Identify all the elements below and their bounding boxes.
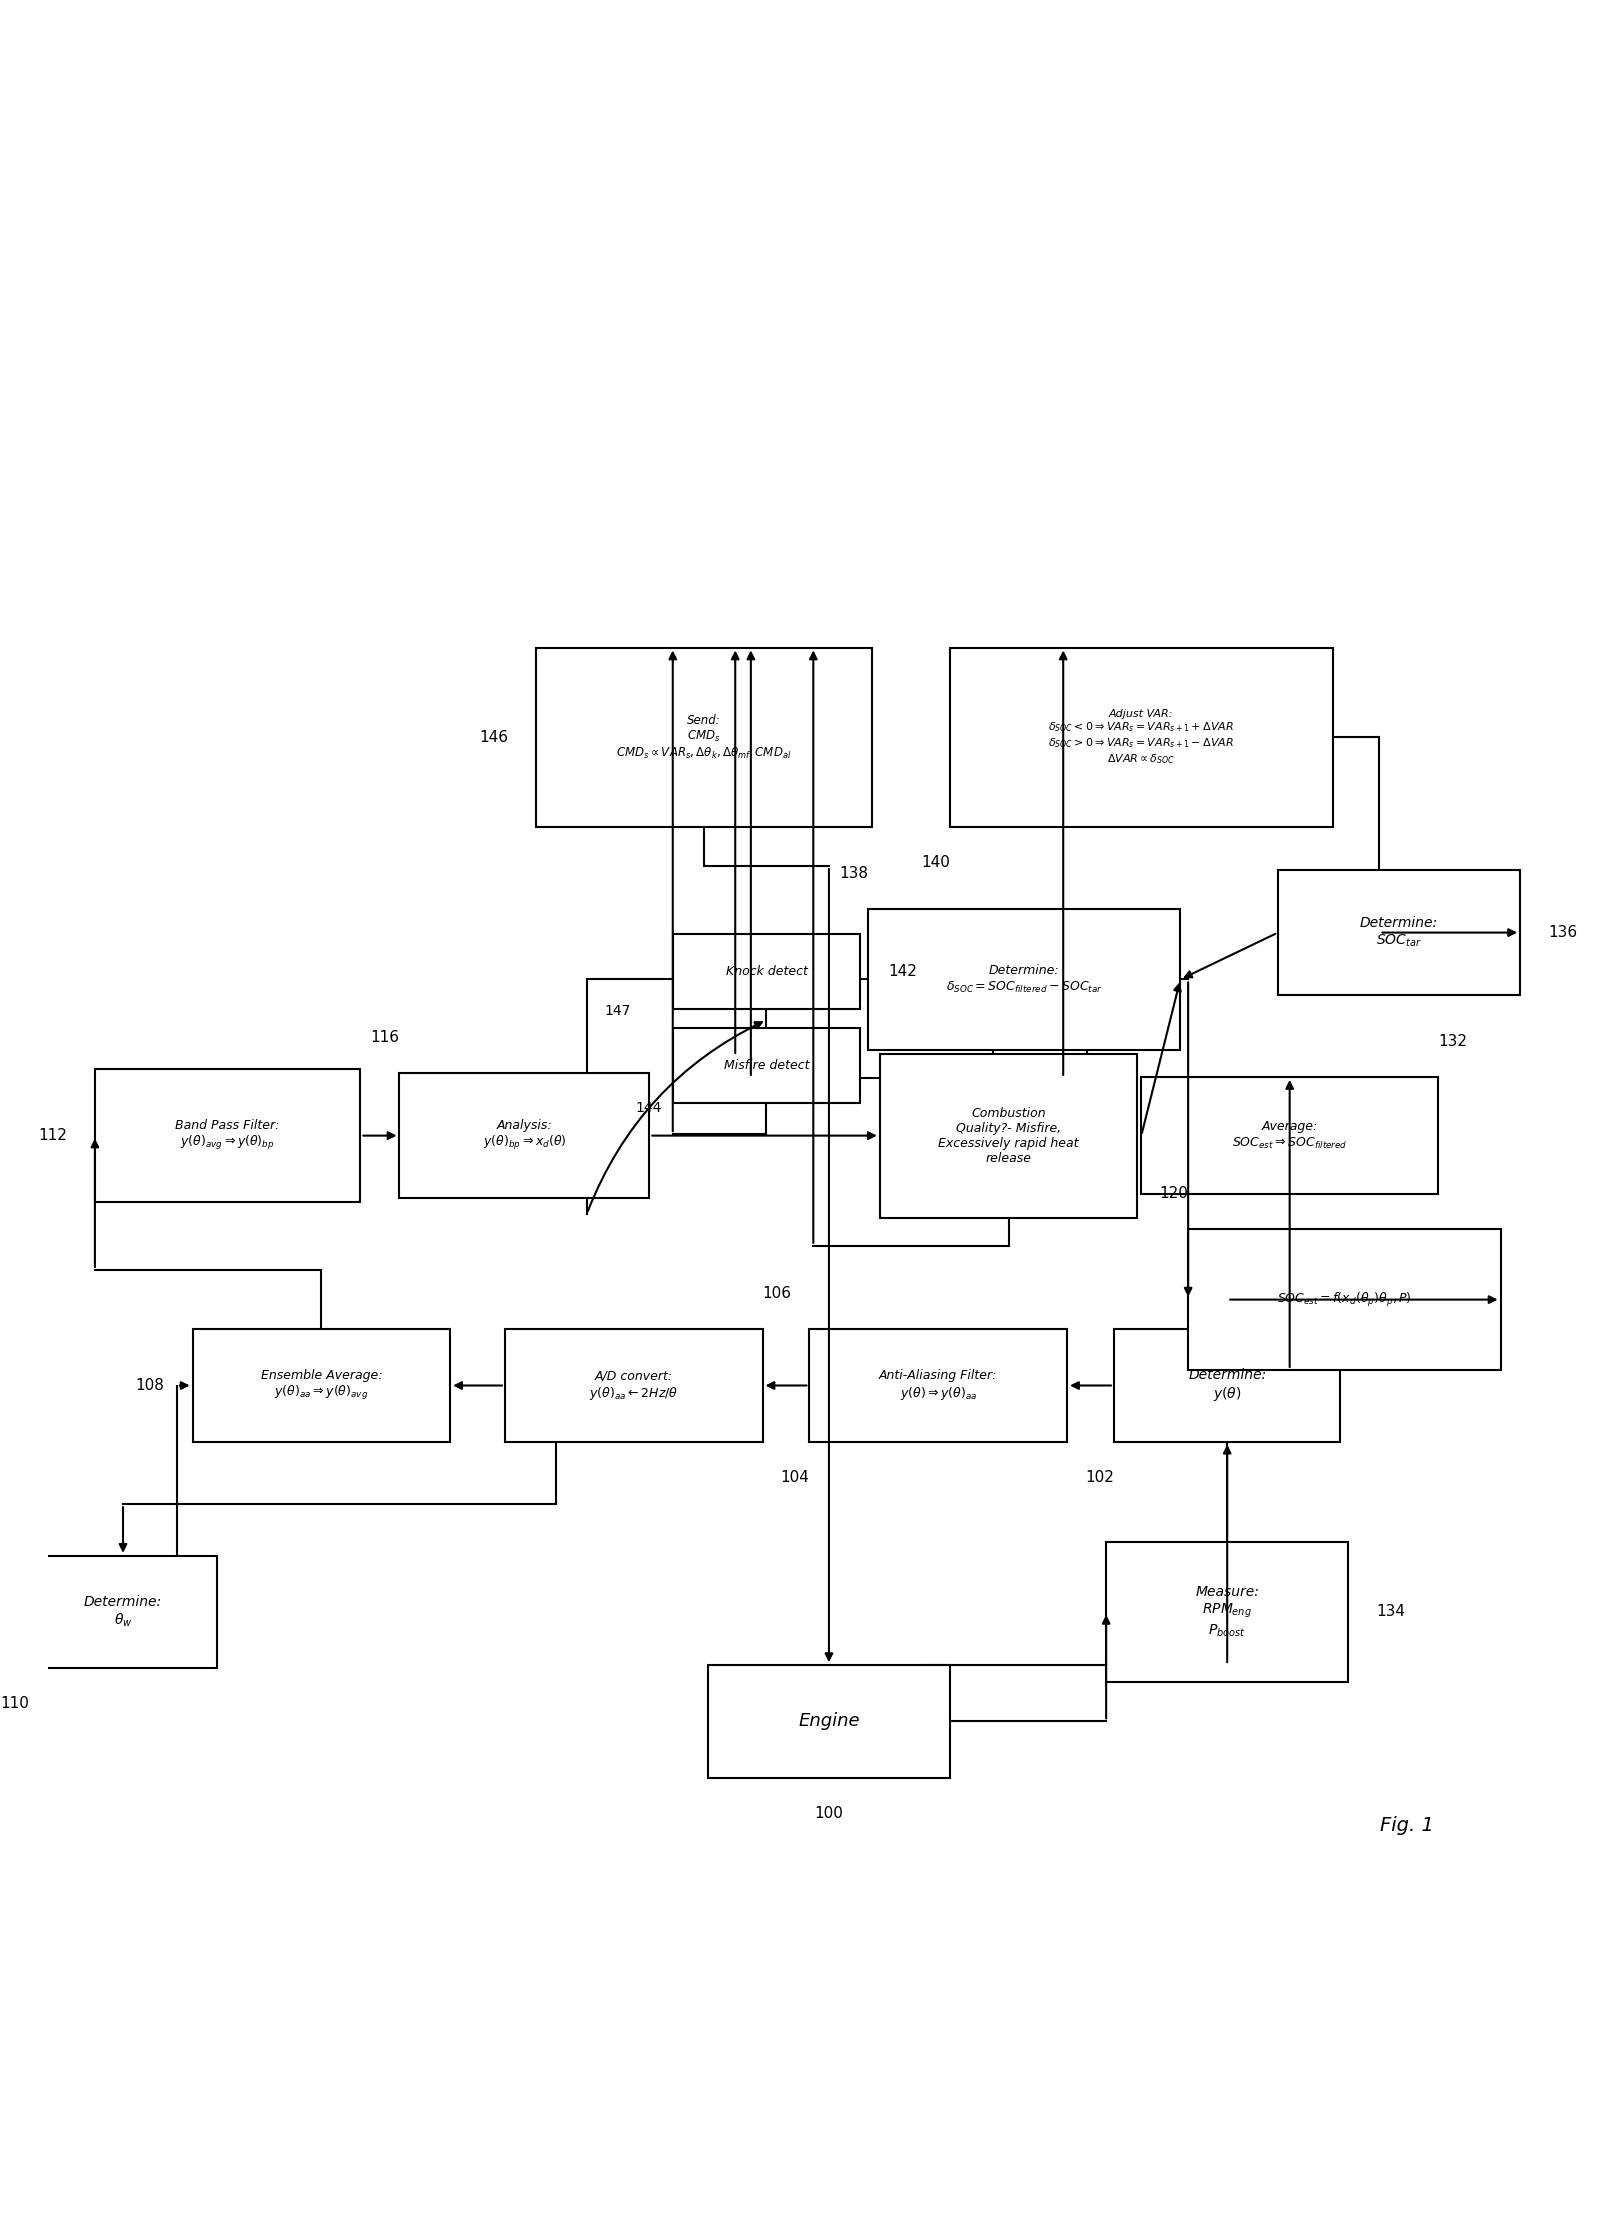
Text: Send:
$CMD_s$
$CMD_s \propto VAR_s, \Delta\theta_k, \Delta\theta_{mf}, CMD_{al}$: Send: $CMD_s$ $CMD_s \propto VAR_s, \Del… (617, 715, 792, 762)
Text: Average:
$SOC_{est} \Rightarrow SOC_{filtered}$: Average: $SOC_{est} \Rightarrow SOC_{fil… (1231, 1120, 1348, 1151)
Text: Fig. 1: Fig. 1 (1380, 1817, 1433, 1835)
Text: Engine: Engine (799, 1711, 860, 1729)
Text: 142: 142 (888, 963, 917, 979)
Text: Combustion
Quality?- Misfire,
Excessively rapid heat
release: Combustion Quality?- Misfire, Excessivel… (938, 1107, 1078, 1165)
Text: Ensemble Average:
$y(\theta)_{aa} \Rightarrow y(\theta)_{avg}$: Ensemble Average: $y(\theta)_{aa} \Right… (260, 1369, 383, 1402)
Text: Adjust VAR:
$\delta_{SOC} < 0 \Rightarrow VAR_{s} = VAR_{s+1} + \Delta VAR$
$\de: Adjust VAR: $\delta_{SOC} < 0 \Rightarro… (1049, 708, 1235, 766)
Text: Measure:
$RPM_{eng}$
$P_{boost}$: Measure: $RPM_{eng}$ $P_{boost}$ (1196, 1586, 1259, 1640)
FancyBboxPatch shape (399, 1073, 649, 1198)
Text: Analysis:
$y(\theta)_{bp} \Rightarrow x_d(\theta)$: Analysis: $y(\theta)_{bp} \Rightarrow x_… (483, 1120, 567, 1151)
Text: 132: 132 (1438, 1035, 1467, 1048)
FancyBboxPatch shape (1106, 1541, 1348, 1682)
FancyBboxPatch shape (1278, 869, 1520, 995)
Text: Knock detect: Knock detect (726, 965, 807, 979)
Text: 134: 134 (1377, 1604, 1406, 1620)
FancyBboxPatch shape (951, 647, 1333, 827)
FancyBboxPatch shape (29, 1557, 216, 1669)
Text: Determine:
$SOC_{tar}$: Determine: $SOC_{tar}$ (1361, 916, 1438, 950)
FancyBboxPatch shape (880, 1053, 1138, 1219)
Text: 138: 138 (839, 867, 868, 880)
Text: Anti-Aliasing Filter:
$y(\theta) \Rightarrow y(\theta)_{aa}$: Anti-Aliasing Filter: $y(\theta) \Righta… (880, 1369, 997, 1402)
FancyBboxPatch shape (809, 1328, 1067, 1443)
FancyBboxPatch shape (1114, 1328, 1340, 1443)
FancyBboxPatch shape (1141, 1077, 1438, 1194)
Text: Misfire detect: Misfire detect (723, 1060, 809, 1071)
FancyBboxPatch shape (709, 1664, 951, 1779)
FancyBboxPatch shape (192, 1328, 450, 1443)
Text: Determine:
$\delta_{SOC} = SOC_{filtered} - SOC_{tar}$: Determine: $\delta_{SOC} = SOC_{filtered… (946, 963, 1102, 995)
Text: 120: 120 (1159, 1187, 1188, 1201)
Text: $SOC_{est} = f(x_d(\theta_p)\theta_p, P)$: $SOC_{est} = f(x_d(\theta_p)\theta_p, P)… (1277, 1290, 1412, 1308)
FancyBboxPatch shape (673, 934, 860, 1008)
Text: 112: 112 (37, 1129, 66, 1142)
Text: Band Pass Filter:
$y(\theta)_{avg} \Rightarrow y(\theta)_{bp}$: Band Pass Filter: $y(\theta)_{avg} \Righ… (176, 1120, 279, 1151)
Text: 140: 140 (922, 856, 951, 871)
Text: 100: 100 (815, 1805, 844, 1821)
Text: 110: 110 (0, 1696, 29, 1711)
Text: 136: 136 (1548, 925, 1577, 941)
FancyBboxPatch shape (1188, 1230, 1501, 1371)
FancyBboxPatch shape (505, 1328, 762, 1443)
Text: 147: 147 (604, 1004, 631, 1017)
Text: A/D convert:
$y(\theta)_{aa} \leftarrow 2Hz/\theta$: A/D convert: $y(\theta)_{aa} \leftarrow … (589, 1369, 678, 1402)
Text: 146: 146 (479, 730, 508, 746)
Text: 116: 116 (371, 1030, 399, 1046)
FancyBboxPatch shape (673, 1028, 860, 1102)
Text: 108: 108 (136, 1378, 165, 1393)
Text: 102: 102 (1085, 1469, 1114, 1485)
FancyBboxPatch shape (95, 1068, 360, 1203)
Text: 144: 144 (636, 1100, 662, 1116)
Text: 104: 104 (781, 1469, 809, 1485)
Text: 106: 106 (762, 1286, 791, 1301)
FancyBboxPatch shape (868, 909, 1180, 1051)
Text: Determine:
$\theta_w$: Determine: $\theta_w$ (84, 1595, 161, 1628)
Text: Determine:
$y(\theta)$: Determine: $y(\theta)$ (1188, 1369, 1267, 1402)
FancyBboxPatch shape (536, 647, 872, 827)
